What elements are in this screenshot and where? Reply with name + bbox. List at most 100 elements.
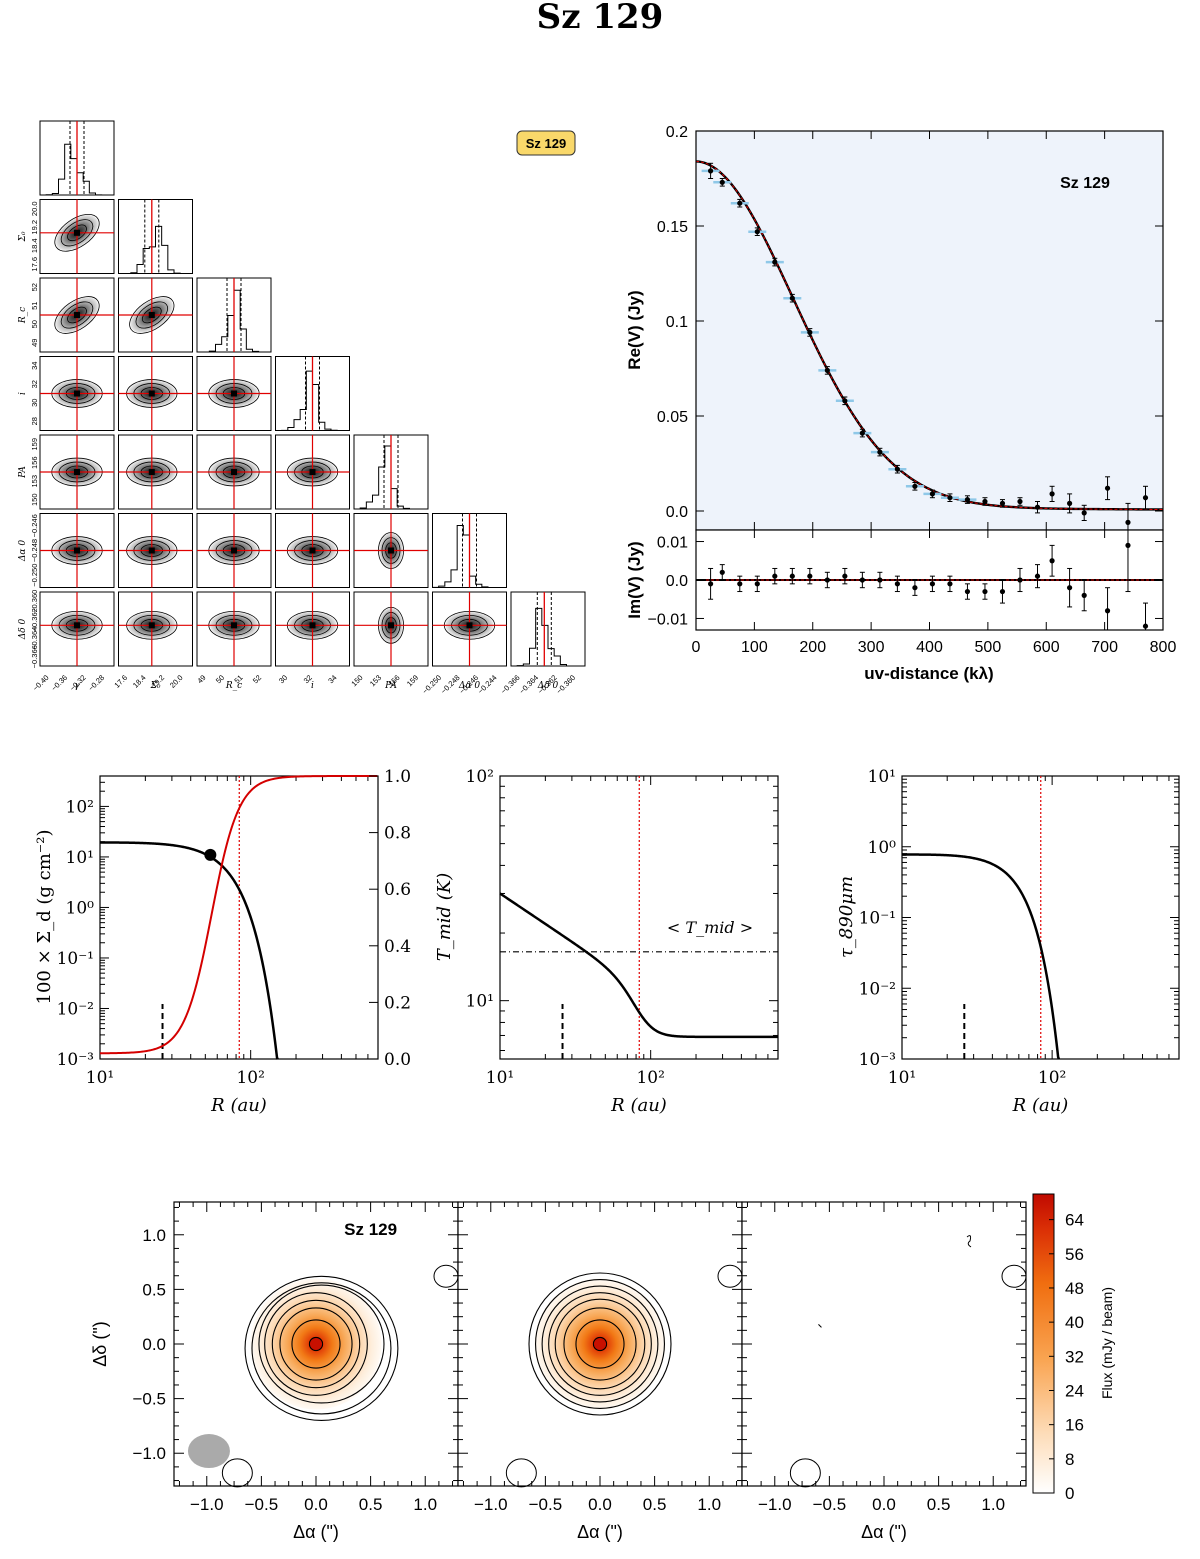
vis-re-point [807,329,813,335]
map-x-tick-label: −0.5 [529,1495,563,1514]
map-x-tick-label: 1.0 [981,1495,1005,1514]
corner-truth-point [148,547,155,554]
corner-x-tick: 30 [277,673,289,685]
corner-y-tick: 150 [30,493,39,506]
sigma-y-tick-label: 10⁻³ [57,1050,94,1070]
temp-curve [499,892,778,1039]
corner-y-tick: 153 [30,475,39,488]
corner-cell-2-0 [39,277,115,353]
map-x-label: Δα (") [577,1522,623,1542]
vis-re-point [1125,519,1131,526]
vis-im-point [1034,573,1041,579]
map-contour [575,1319,625,1369]
map-contour [535,1279,665,1409]
map-panel-data: Sz 129 −1.0 −0.5 0.0 0.5 1.0 Δα (") −1.0 −0.5 0.0… [90,1201,459,1542]
map-contour [279,1307,353,1381]
map-x-tick-label: −1.0 [190,1495,224,1514]
map-x-tick-label: −1.0 [474,1495,508,1514]
vis-re-point [912,483,918,489]
vis-re-point [894,466,900,472]
sigma-x-label: R (au) [210,1095,267,1116]
corner-y-tick: 51 [30,302,39,310]
corner-truth-point [309,622,316,629]
vis-x-tick-label: 800 [1150,639,1177,656]
corner-cell-3-3 [275,356,350,431]
corner-truth-point [148,312,155,318]
corner-y-tick: 18.4 [30,238,39,253]
corner-histogram [118,225,193,274]
corner-x-tick: 17.6 [112,673,129,690]
map-x-label: Δα (") [293,1522,339,1542]
vis-x-tick-label: 600 [1033,639,1060,656]
temp-x-tick-label: 10¹ [486,1068,514,1088]
vis-im-point [894,581,900,587]
map-contour [244,1275,399,1422]
map-panel-model: −1.0 −0.5 0.0 0.5 1.0 Δα (") [457,1201,743,1542]
colorbar-label: Flux (mJy / beam) [1099,1287,1115,1399]
map-contour [528,1272,672,1416]
vis-re-point [1142,495,1149,501]
map-contour [258,1284,385,1404]
colorbar-tick-label: 56 [1065,1245,1084,1264]
corner-x-tick: −0.28 [86,673,106,693]
map-residual-contour [966,1235,972,1248]
vis-y-label-lower: Im(V) (Jy) [625,541,644,618]
vis-x-tick-label: 300 [858,639,885,656]
vis-im-point [1081,592,1087,598]
vis-re-point [1034,504,1041,510]
corner-x-tick: 150 [349,673,364,688]
map-y-tick-label: 1.0 [142,1226,166,1245]
vis-re-point [982,498,988,505]
colorbar-tick-label: 16 [1065,1416,1084,1435]
visibility-plot: 0 100 200 300 400 500 600 700 800 0.0 0.05 0.1 0.15 0… [625,124,1176,683]
sigma-y-tick-label: 10⁰ [66,898,95,918]
corner-x-tick: 153 [368,673,383,688]
map-y-tick-label: −0.5 [132,1390,166,1409]
map-x-tick-label: 0.5 [927,1495,951,1514]
colorbar-tick-label: 40 [1065,1313,1084,1332]
map-x-tick-label: −1.0 [758,1495,792,1514]
corner-truth-point [388,622,394,629]
corner-x-tick: −0.250 [420,673,443,696]
corner-y-tick: −0.246 [30,514,39,537]
corner-y-tick: −0.366 [30,645,39,668]
corner-contour [60,301,94,329]
tau-y-tick-label: 10¹ [868,767,896,787]
corner-y-tick: 32 [30,380,39,388]
surface-density-plot: 10¹ 10² 10⁻³ 10⁻² 10⁻¹ 10⁰ 10¹ 10² R (au) 0.0 0.2 0… [34,767,411,1116]
corner-y-tick: 156 [30,456,39,469]
vis-re-point [754,229,760,235]
sigma-y2-tick-label: 0.2 [384,993,411,1013]
sigma-y-tick-label: 10⁻¹ [57,949,94,969]
map-peak [592,1336,608,1352]
corner-y-tick: −0.360 [30,590,39,613]
map-edge-contour [505,1458,537,1488]
vis-upper-bg [696,131,1163,530]
colorbar-tick-label: 24 [1065,1381,1084,1400]
tau-curve [901,853,1061,1060]
vis-x-tick-label: 200 [799,639,826,656]
corner-x-label: Δα 0 [458,681,480,691]
tau-x-label: R (au) [1012,1095,1069,1116]
sigma-y-label: 100 × Σ_d (g cm⁻²) [34,829,55,1004]
vis-im-point [1017,577,1023,583]
tau-x-tick-label: 10² [1038,1068,1066,1088]
sigma-y2-tick-label: 0.8 [384,824,411,844]
corner-cell-6-0 [39,591,115,667]
vis-x-tick-label: 100 [741,639,768,656]
corner-histogram [432,524,507,588]
vis-re-point [772,259,778,265]
corner-contour [54,213,100,252]
map-x-tick-label: 1.0 [697,1495,721,1514]
corner-cell-6-5 [432,591,507,667]
vis-y-tick-label: 0.1 [666,314,688,331]
corner-truth-point [148,390,155,397]
vis-im-point [842,573,848,579]
corner-y-label: i [18,392,28,395]
vis-im-point [1104,608,1111,614]
vis-im-point [929,581,936,587]
vis-re-point [1049,491,1055,497]
tau-y-label: τ_890μm [836,876,857,958]
sigma-y2-tick-label: 0.6 [384,880,411,900]
